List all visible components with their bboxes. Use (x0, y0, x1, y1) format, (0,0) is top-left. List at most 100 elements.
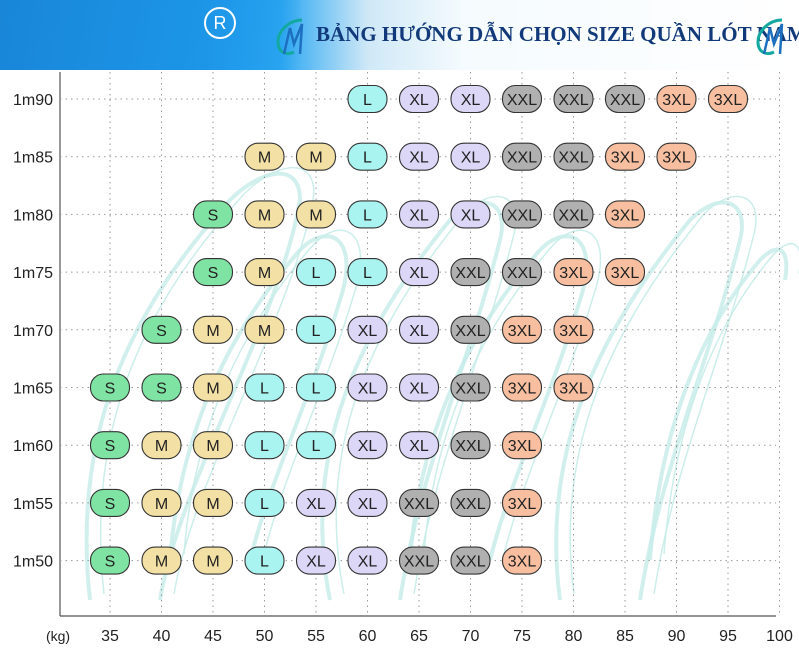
size-label: M (206, 554, 219, 571)
size-pill (553, 84, 594, 114)
size-label: L (363, 207, 372, 224)
size-cell: M (244, 200, 285, 229)
size-pill (244, 200, 285, 229)
size-cell: L (295, 431, 337, 460)
size-cell: XXL (450, 431, 491, 460)
registered-mark-icon: R (204, 7, 236, 39)
size-pill (450, 142, 491, 171)
size-cell: S (141, 373, 182, 402)
size-label: M (206, 438, 219, 455)
size-label: XL (358, 438, 378, 455)
size-pill (604, 142, 646, 171)
size-label: XXL (455, 554, 485, 571)
size-label: 3XL (611, 265, 640, 282)
size-label: XXL (507, 92, 537, 109)
x-tick-label: 95 (719, 628, 737, 645)
size-label: XL (358, 323, 378, 340)
size-label: 3XL (714, 92, 743, 109)
size-label: XXL (507, 207, 537, 224)
size-cell: M (295, 142, 337, 171)
size-cell: S (192, 200, 234, 229)
watermark-stroke (554, 200, 744, 601)
size-pill (244, 488, 285, 517)
size-pill (398, 315, 440, 344)
size-pill (501, 488, 543, 517)
watermark-stroke (335, 195, 517, 595)
size-pill (192, 546, 234, 575)
size-pill (192, 315, 234, 344)
size-pill (295, 315, 337, 344)
size-label: XL (409, 381, 429, 398)
size-cell: XL (398, 373, 440, 402)
x-tick-label: 35 (101, 628, 119, 645)
cm-monogram-icon (756, 18, 784, 56)
size-pill (141, 546, 182, 575)
size-cell: M (192, 546, 234, 575)
size-label: XXL (455, 265, 485, 282)
y-tick-label: 1m50 (13, 554, 53, 571)
size-cell: 3XL (501, 546, 543, 575)
y-tick-label: 1m85 (13, 150, 53, 167)
chart-title: BẢNG HƯỚNG DẪN CHỌN SIZE QUẦN LÓT NAM (316, 22, 799, 46)
y-tick-label: 1m80 (13, 207, 53, 224)
size-pill (89, 431, 131, 460)
size-label: XL (461, 92, 481, 109)
size-cell: 3XL (501, 373, 543, 402)
size-cell: XL (295, 488, 337, 517)
watermark-stroke (320, 200, 504, 601)
x-tick-label: 65 (410, 628, 428, 645)
size-label: 3XL (508, 381, 537, 398)
size-label: XL (409, 323, 429, 340)
size-pill (295, 142, 337, 171)
size-cell: M (295, 200, 337, 229)
size-cell: L (347, 200, 388, 229)
size-label: XL (409, 265, 429, 282)
size-cell: XXL (553, 142, 594, 171)
size-cell: L (244, 431, 285, 460)
size-pill (347, 200, 388, 229)
size-label: 3XL (611, 207, 640, 224)
size-label: 3XL (662, 150, 691, 167)
size-label: S (156, 381, 167, 398)
size-pill (244, 373, 285, 402)
size-pill (450, 546, 491, 575)
size-label: XXL (455, 323, 485, 340)
size-cell: XXL (398, 488, 440, 517)
size-pill (501, 546, 543, 575)
size-cell: M (244, 315, 285, 344)
size-label: XXL (558, 92, 588, 109)
size-cell: S (89, 488, 131, 517)
header-banner: R BẢNG HƯỚNG DẪN CHỌN SIZE QUẦN LÓT NAM (0, 0, 799, 70)
size-label: XXL (558, 207, 588, 224)
size-label: M (155, 554, 168, 571)
size-label: XL (461, 207, 481, 224)
x-tick-label: 80 (565, 628, 583, 645)
size-label: L (260, 438, 269, 455)
size-cell: S (192, 258, 234, 287)
size-cell: L (347, 258, 388, 287)
size-cell: XXL (501, 200, 543, 229)
size-cell: L (347, 84, 388, 114)
size-cell: XXL (450, 258, 491, 287)
size-cell: 3XL (553, 315, 594, 344)
size-cell: S (89, 546, 131, 575)
size-pill (398, 546, 440, 575)
size-pill (295, 488, 337, 517)
size-cell: 3XL (604, 258, 646, 287)
size-label: 3XL (559, 265, 588, 282)
x-tick-label: 85 (616, 628, 634, 645)
cell-layer: L XL XL XXL XXL XXL 3XL 3XL M M L XL XL XXL XXL 3XL 3XL S… (89, 84, 749, 575)
size-cell: XL (398, 84, 440, 114)
size-cell: L (244, 488, 285, 517)
size-pill (89, 546, 131, 575)
size-label: XL (358, 496, 378, 513)
size-label: M (309, 150, 322, 167)
size-pill (295, 258, 337, 287)
size-cell: S (89, 431, 131, 460)
size-pill (604, 84, 646, 114)
size-pill (604, 258, 646, 287)
size-cell: L (295, 258, 337, 287)
size-label: XL (409, 150, 429, 167)
size-pill (141, 488, 182, 517)
